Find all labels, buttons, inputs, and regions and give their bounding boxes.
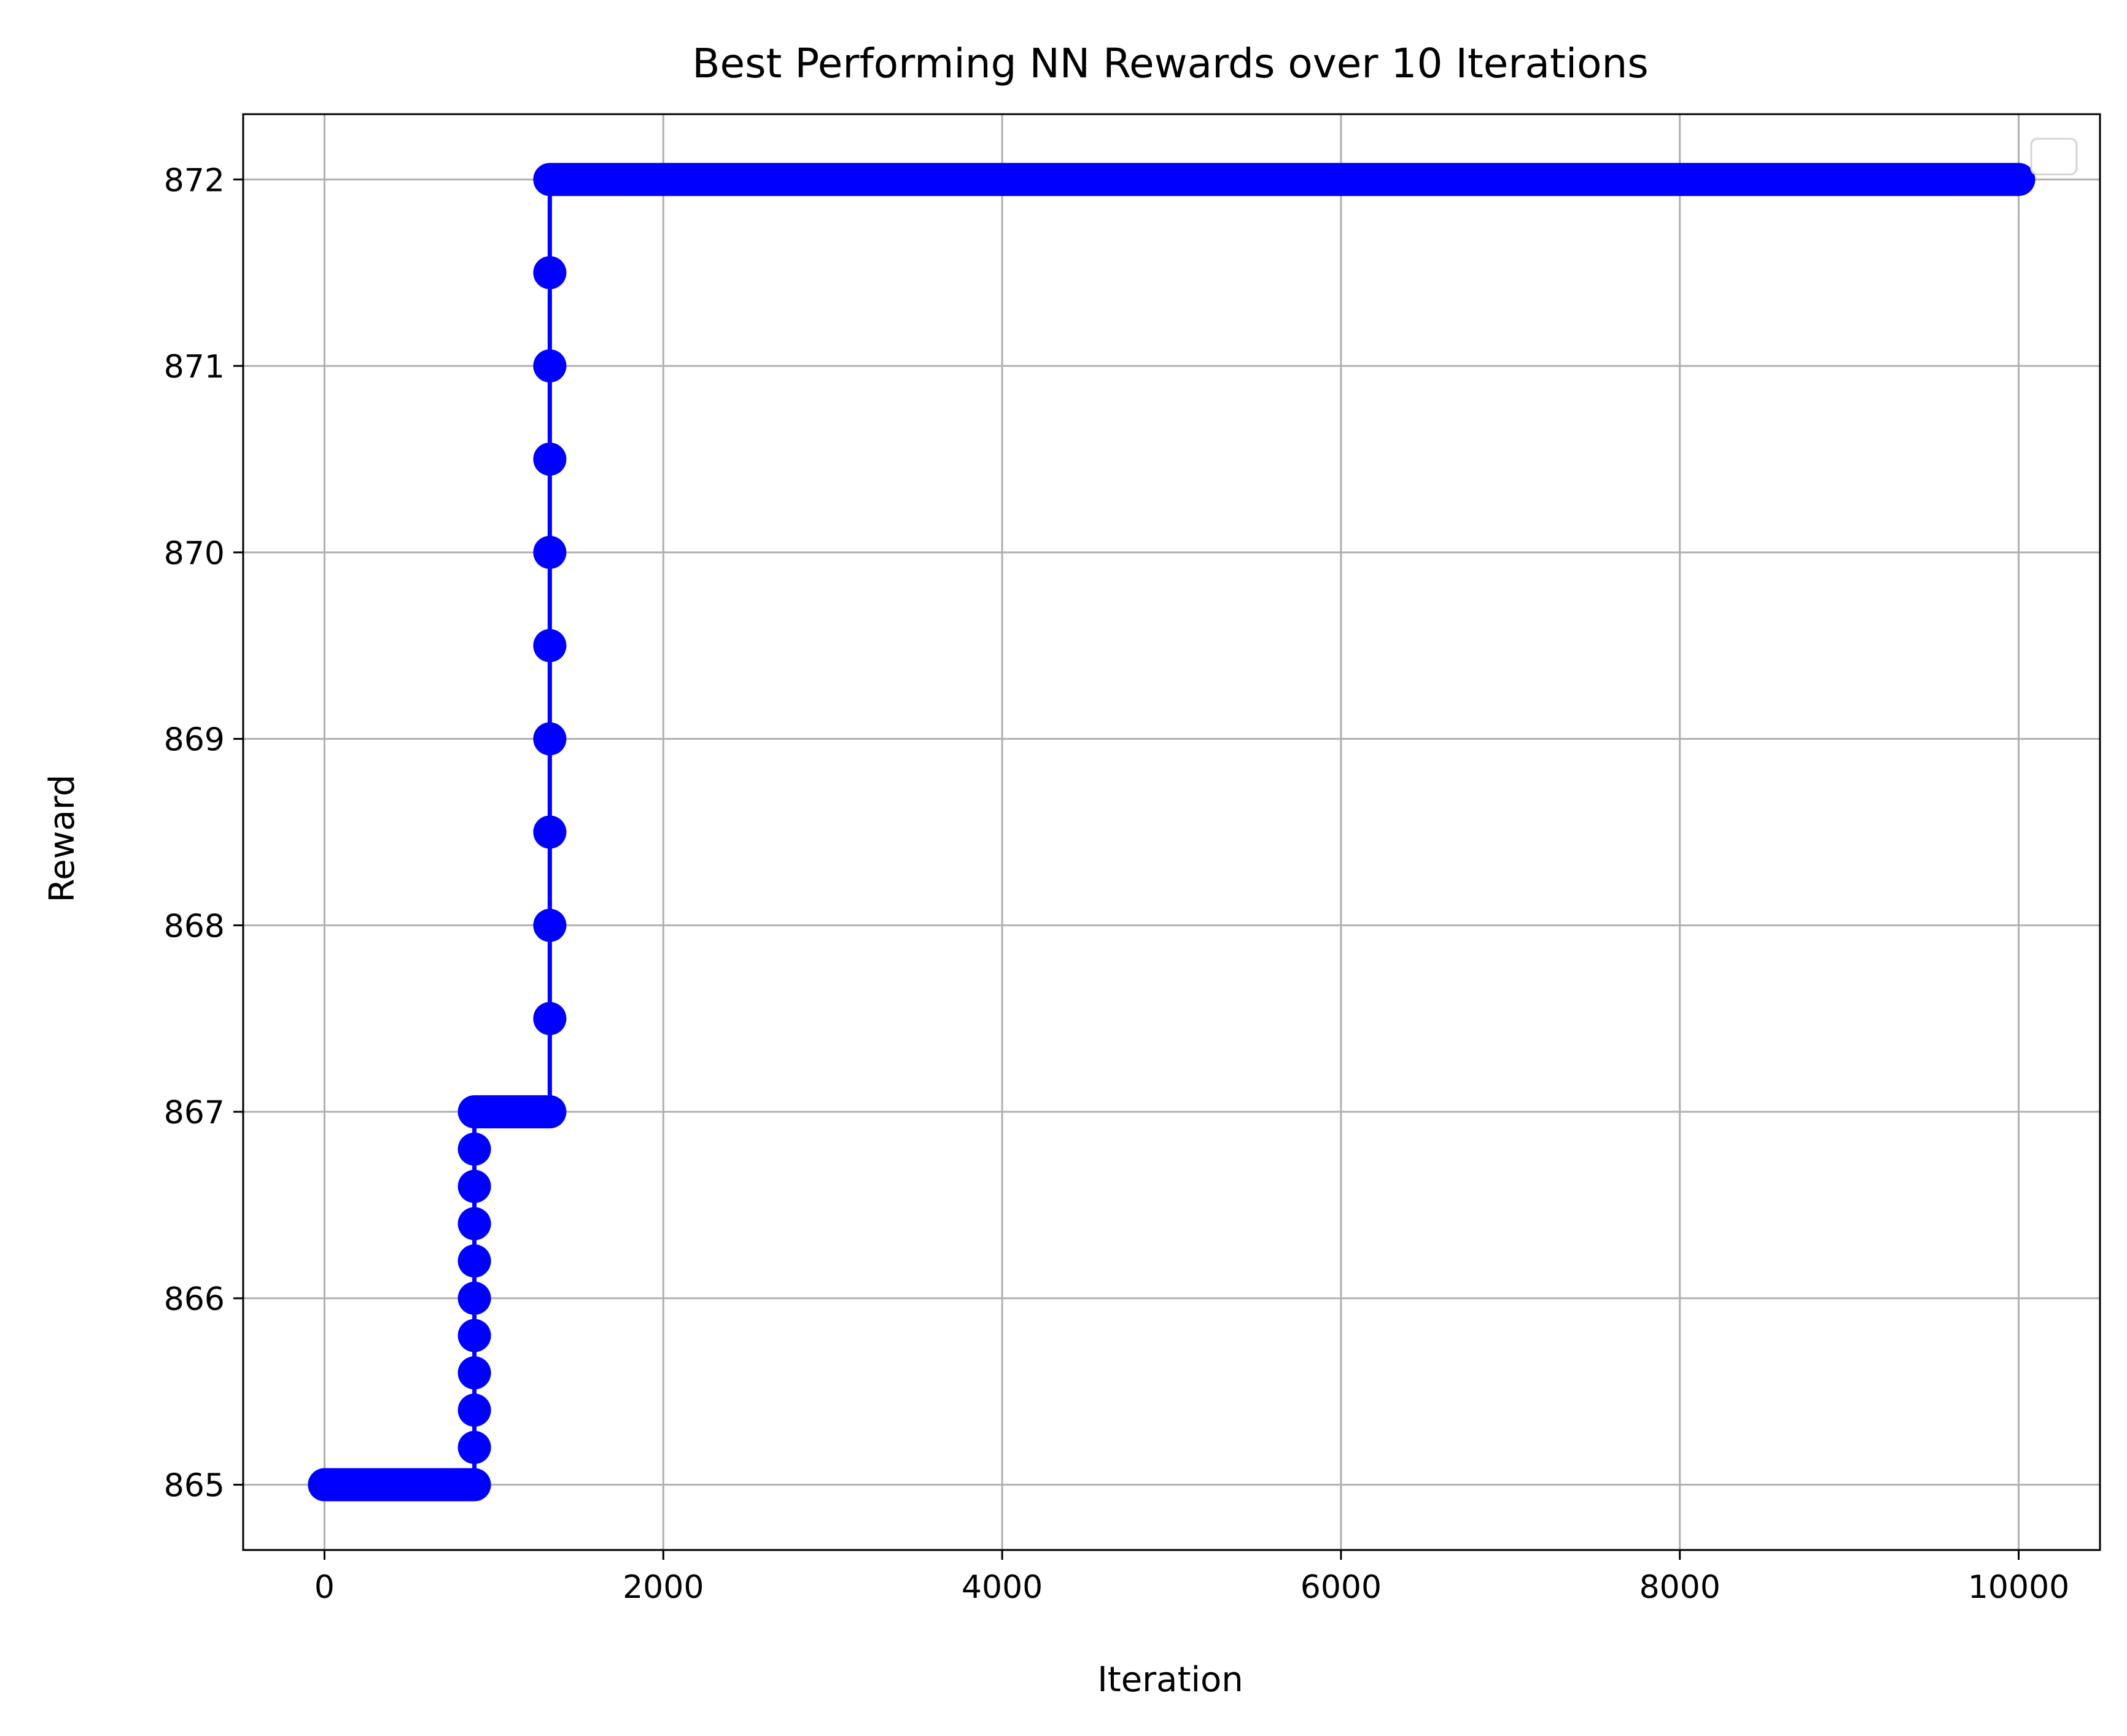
data-point [457,1207,491,1241]
data-point [457,1169,491,1203]
x-tick-label: 0 [314,1569,335,1606]
legend-box [2030,138,2078,176]
chart-title: Best Performing NN Rewards over 10 Itera… [692,40,1649,87]
legend [2030,138,2078,176]
data-point [457,1393,491,1427]
data-point [533,909,567,942]
data-point [533,722,567,756]
y-tick-label: 867 [164,1095,225,1131]
dense-point-run [308,1468,491,1502]
data-point [457,1356,491,1390]
y-tick-label: 872 [164,162,225,199]
x-tick-label: 8000 [1639,1569,1721,1606]
data-point [533,629,567,662]
x-tick-label: 4000 [962,1569,1043,1606]
y-tick-label: 866 [164,1281,225,1318]
data-point [533,1002,567,1036]
y-tick-label: 865 [164,1468,225,1505]
x-tick-label: 6000 [1301,1569,1382,1606]
data-point [533,349,567,383]
data-point [533,535,567,569]
dense-point-run [457,1095,567,1129]
x-tick-label: 10000 [1968,1569,2069,1606]
data-point [533,256,567,290]
y-axis-title: Reward [42,775,82,903]
x-tick-label: 2000 [623,1569,704,1606]
data-point [457,1430,491,1464]
data-point [457,1244,491,1278]
data-point [457,1132,491,1166]
data-point [533,442,567,476]
ticks: 0 2000 4000 6000 8000 10000 865 866 867 868 869 870… [164,162,2070,1606]
dense-point-run [533,163,2036,196]
series-reward [308,163,2036,1502]
y-tick-label: 870 [164,535,225,572]
data-point [457,1319,491,1352]
data-point [457,1281,491,1315]
x-axis-title: Iteration [1097,1660,1243,1700]
y-tick-label: 871 [164,349,225,386]
y-tick-label: 868 [164,908,225,945]
data-point [533,815,567,849]
y-tick-label: 869 [164,722,225,759]
plot-frame [242,113,2101,1551]
